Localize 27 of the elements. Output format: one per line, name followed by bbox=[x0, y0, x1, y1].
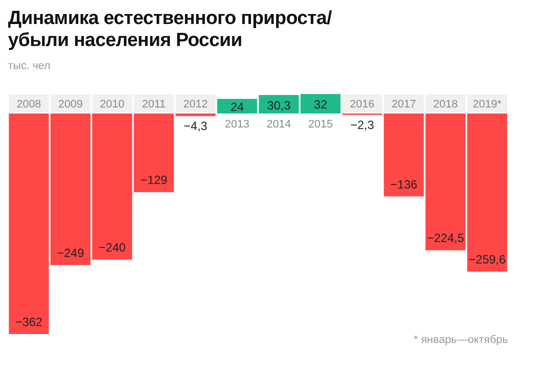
x-tick-label: 2019* bbox=[472, 98, 502, 110]
x-tick-label: 2018 bbox=[433, 98, 458, 110]
data-label: −136 bbox=[390, 177, 418, 192]
x-tick-label: 2008 bbox=[16, 98, 42, 110]
data-label: −129 bbox=[140, 173, 168, 188]
x-tick-label: 2011 bbox=[142, 98, 166, 110]
data-label: −240 bbox=[98, 240, 126, 255]
data-label: 30,3 bbox=[267, 98, 291, 112]
data-label: −259,6 bbox=[468, 252, 506, 267]
x-tick-label: 2013 bbox=[224, 118, 250, 130]
x-tick-label: 2010 bbox=[100, 98, 124, 110]
x-tick-label: 2015 bbox=[308, 118, 333, 130]
data-label: −4,3 bbox=[184, 119, 208, 134]
data-label: −2,3 bbox=[350, 118, 374, 132]
x-tick-label: 2009 bbox=[58, 98, 83, 110]
x-tick-label: 2012 bbox=[183, 98, 208, 110]
chart-title: Динамика естественного прироста/убыли населения России bbox=[8, 8, 333, 52]
data-label: 32 bbox=[314, 98, 328, 112]
data-label: −224,5 bbox=[426, 231, 464, 246]
x-tick-label: 2016 bbox=[350, 98, 374, 110]
annotation: * январь—октябрь bbox=[412, 334, 508, 346]
data-label: −362 bbox=[15, 315, 43, 329]
x-tick-label: 2017 bbox=[392, 98, 416, 110]
chart-subtitle: тыс. чел bbox=[8, 60, 52, 72]
data-label: −249 bbox=[56, 246, 84, 260]
data-label: 24 bbox=[230, 100, 244, 114]
x-tick-label: 2014 bbox=[266, 118, 292, 130]
